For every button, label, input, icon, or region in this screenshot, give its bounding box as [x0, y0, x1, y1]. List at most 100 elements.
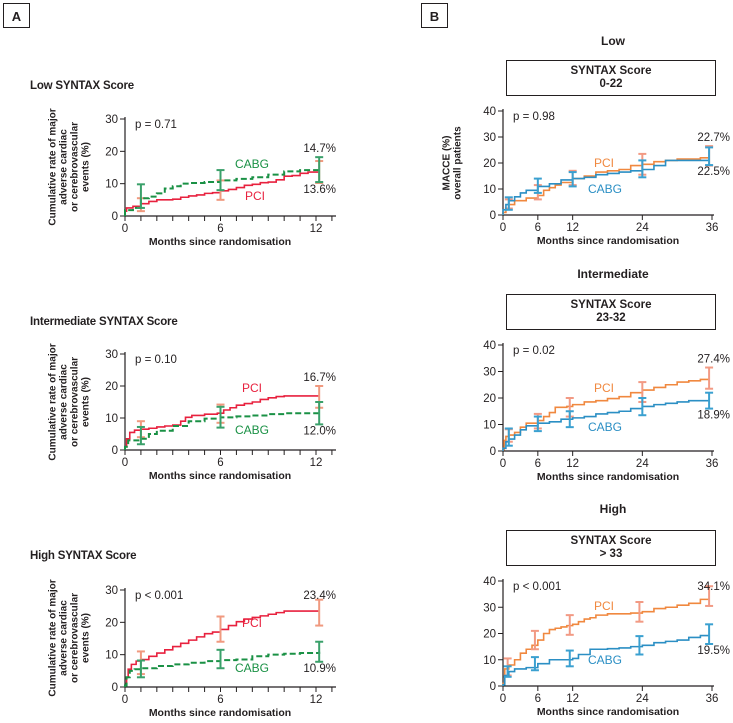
series-line-cabg — [502, 399, 710, 451]
x-axis-label: Months since randomisation — [149, 470, 291, 482]
y-tick-label: 30 — [483, 132, 496, 144]
syntax-box-range: 23-32 — [596, 312, 626, 324]
y-axis-label: events (%) — [81, 377, 92, 427]
ci-bar-pci — [530, 629, 539, 651]
syntax-box-range: 0-22 — [599, 78, 623, 90]
chart-heading-b-intermediate: Intermediate — [577, 267, 649, 281]
x-tick-label: 24 — [636, 693, 649, 705]
x-tick-label: 6 — [217, 223, 223, 235]
y-tick-label: 20 — [483, 158, 496, 170]
y-axis-label: MACCE (%) — [442, 136, 453, 191]
final-rate-label: 19.5% — [697, 645, 730, 657]
y-tick-label: 0 — [490, 446, 496, 458]
ci-bar-cabg — [638, 397, 647, 417]
series-line-pci — [124, 171, 320, 216]
ci-bar-cabg — [216, 405, 225, 429]
ci-bar-pci — [705, 585, 714, 607]
x-tick-label: 0 — [500, 222, 506, 234]
series-label-pci: PCI — [594, 381, 614, 395]
x-tick-label: 12 — [566, 222, 579, 234]
y-tick-label: 20 — [105, 146, 118, 158]
x-tick-label: 24 — [636, 222, 649, 234]
ci-bar-cabg — [530, 656, 539, 672]
y-tick-label: 10 — [483, 655, 496, 667]
x-axis-label: Months since randomisation — [537, 235, 679, 247]
ci-bar-cabg — [565, 410, 574, 429]
ci-bar-cabg — [136, 659, 145, 679]
ci-bar-cabg — [315, 640, 324, 663]
syntax-box-b-high: SYNTAX Score > 33 — [506, 530, 716, 566]
x-tick-label: 12 — [310, 457, 323, 469]
final-rate-label: 18.9% — [697, 410, 730, 422]
final-rate-label: 12.0% — [303, 425, 336, 437]
x-axis-label: Months since randomisation — [537, 471, 679, 483]
ci-bar-pci — [315, 598, 324, 627]
y-tick-label: 10 — [105, 650, 118, 662]
y-axis-label: events (%) — [81, 613, 92, 663]
chart-title-a-low: Low SYNTAX Score — [30, 80, 134, 92]
y-axis-label: Cumulative rate of major — [48, 343, 59, 460]
series-line-cabg — [124, 651, 321, 687]
y-axis-label: adverse cardiac — [59, 600, 70, 676]
chart-A-high: 0 10 20 30 0 6 12 Months since randomisation Cum… — [48, 579, 336, 719]
ci-bar-cabg — [216, 169, 225, 192]
panel-label-a: A — [3, 3, 30, 28]
series-label-pci: PCI — [242, 616, 262, 630]
x-tick-label: 12 — [566, 693, 579, 705]
series-label-pci: PCI — [245, 189, 265, 203]
y-tick-label: 0 — [490, 681, 496, 693]
ci-bar-cabg — [638, 159, 647, 179]
y-tick-label: 0 — [112, 211, 118, 223]
x-tick-label: 36 — [706, 693, 719, 705]
series-line-cabg — [124, 412, 320, 450]
x-tick-label: 6 — [535, 222, 541, 234]
p-value: p < 0.001 — [513, 581, 561, 593]
p-value: p < 0.001 — [135, 590, 183, 602]
ci-bar-cabg — [705, 391, 714, 410]
x-tick-label: 24 — [636, 458, 649, 470]
x-tick-label: 6 — [535, 458, 541, 470]
series-label-cabg: CABG — [235, 423, 269, 437]
ci-bar-cabg — [136, 183, 145, 209]
x-tick-label: 6 — [217, 694, 223, 706]
x-tick-label: 12 — [566, 458, 579, 470]
y-axis-label: adverse cardiac — [59, 129, 70, 205]
x-tick-label: 0 — [500, 693, 506, 705]
syntax-box-range: > 33 — [599, 548, 623, 560]
y-axis-label: adverse cardiac — [59, 364, 70, 440]
ci-bar-pci — [635, 601, 644, 623]
syntax-box-b-intermediate: SYNTAX Score 23-32 — [506, 294, 716, 330]
ci-bar-cabg — [315, 401, 324, 426]
x-axis-label: Months since randomisation — [537, 706, 679, 718]
chart-B-low: 0 10 20 30 40 0 6 12 24 36 Months since randomisat… — [442, 106, 731, 247]
chart-B-intermediate: 0 10 20 30 40 0 6 12 24 36 Months since randomisat… — [483, 340, 730, 483]
ci-bar-cabg — [503, 665, 512, 678]
y-tick-label: 0 — [490, 210, 496, 222]
series-label-cabg: CABG — [235, 661, 269, 675]
final-rate-label: 10.9% — [303, 663, 336, 675]
final-rate-label: 34.1% — [697, 581, 730, 593]
panel-label-b: B — [421, 3, 448, 28]
chart-A-low: 0 10 20 30 0 6 12 Months since randomisation Cum… — [48, 108, 336, 248]
x-tick-label: 0 — [122, 223, 128, 235]
syntax-box-title: SYNTAX Score — [570, 299, 652, 311]
p-value: p = 0.71 — [135, 119, 177, 131]
series-line-cabg — [502, 156, 710, 215]
chart-title-a-intermediate: Intermediate SYNTAX Score — [30, 316, 178, 328]
x-tick-label: 6 — [535, 693, 541, 705]
final-rate-label: 13.6% — [303, 184, 336, 196]
chart-B-high: 0 10 20 30 40 0 6 12 24 36 Months since randomisat… — [483, 576, 730, 718]
ci-bar-cabg — [568, 171, 577, 188]
ci-bar-cabg — [705, 623, 714, 645]
ci-bar-pci — [565, 614, 574, 636]
chart-heading-b-low: Low — [601, 34, 625, 48]
ci-bar-cabg — [504, 427, 513, 447]
x-axis-label: Months since randomisation — [149, 707, 291, 719]
series-label-pci: PCI — [594, 599, 614, 613]
series-label-cabg: CABG — [588, 420, 622, 434]
ci-bar-cabg — [705, 146, 714, 167]
chart-A-intermediate: 0 10 20 30 0 6 12 Months since randomisation Cum… — [48, 343, 336, 482]
p-value: p = 0.98 — [513, 111, 555, 123]
series-label-cabg: CABG — [588, 653, 622, 667]
